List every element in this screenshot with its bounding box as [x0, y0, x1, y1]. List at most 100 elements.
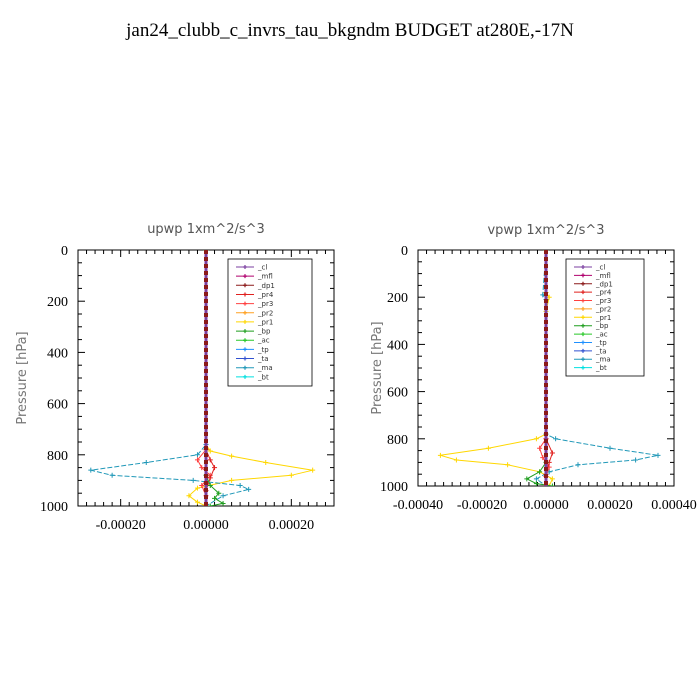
y-tick-label: 800: [47, 449, 68, 464]
vpwp-panel: vpwp 1xm^2/s^3 Pressure [hPa] 0 200 400 600 80…: [370, 223, 697, 513]
series-point: [540, 455, 546, 461]
y-tick-label: 200: [387, 291, 408, 306]
legend-label: _ac: [595, 331, 608, 339]
y-axis-label: Pressure [hPa]: [370, 321, 385, 414]
series-line-pr1: [188, 250, 313, 506]
series-point: [88, 467, 94, 473]
legend-marker: [581, 265, 585, 269]
legend-marker: [243, 283, 247, 288]
series-point: [220, 493, 226, 499]
series-point: [549, 483, 555, 486]
series-point: [437, 452, 443, 458]
legend-label: _bp: [595, 322, 609, 330]
series-point: [533, 476, 539, 482]
legend-label: _pr4: [257, 291, 274, 299]
series-point: [655, 452, 661, 458]
series-line-pr1: [440, 250, 554, 486]
legend-label: _bt: [257, 373, 269, 381]
x-tick-label: -0.00040: [393, 498, 443, 513]
series-point: [199, 465, 205, 471]
y-tick-label: 400: [387, 338, 408, 353]
legend-label: _pr2: [257, 309, 273, 317]
y-tick-label: 1000: [40, 500, 68, 515]
legend-marker: [243, 347, 247, 352]
y-tick-label: 400: [47, 346, 68, 361]
series-point: [505, 462, 511, 468]
legend-marker: [581, 290, 585, 295]
x-tick-label: 0.00000: [523, 498, 569, 513]
legend-marker: [243, 365, 247, 370]
legend-marker: [581, 365, 585, 370]
series-point: [194, 457, 200, 463]
legend-label: _mfl: [257, 273, 273, 281]
series-point: [485, 445, 491, 451]
series-point: [194, 485, 200, 491]
x-tick-label: 0.00000: [183, 518, 229, 533]
y-tick-label: 0: [61, 244, 68, 259]
legend-marker: [243, 338, 247, 343]
series-point: [246, 486, 252, 492]
series-point: [207, 503, 213, 506]
legend-label: _pr4: [595, 289, 612, 297]
series-point: [533, 436, 539, 442]
legend-marker: [243, 356, 247, 361]
series-point: [633, 457, 639, 463]
series-point: [229, 453, 235, 459]
legend-label: _ta: [595, 347, 607, 355]
legend-marker: [581, 306, 585, 311]
legend-marker: [243, 292, 247, 297]
series-point: [212, 465, 218, 471]
series-point: [524, 476, 530, 482]
legend-marker: [581, 348, 585, 353]
series-point: [212, 495, 218, 501]
series-group: [437, 250, 661, 486]
series-point: [207, 448, 213, 454]
series-point: [190, 477, 196, 483]
legend-marker: [243, 274, 247, 279]
legend-label: _ma: [595, 356, 611, 364]
x-tick-label: -0.00020: [457, 498, 507, 513]
series-point: [310, 467, 316, 473]
x-tick-label: 0.00020: [587, 498, 633, 513]
page-title: jan24_clubb_c_invrs_tau_bkgndm BUDGET at…: [126, 20, 574, 41]
y-tick-label: 1000: [380, 480, 408, 495]
legend-marker: [243, 310, 247, 315]
x-tick-label: 0.00020: [269, 518, 315, 533]
legend-label: _pr2: [595, 305, 611, 313]
legend-label: _ma: [257, 364, 273, 372]
legend-marker: [243, 319, 247, 324]
series-point: [207, 475, 213, 481]
legend-label: _pr3: [257, 300, 273, 308]
series-point: [537, 469, 543, 475]
series-point: [537, 445, 543, 451]
legend-label: _bp: [257, 328, 271, 336]
legend-label: _pr1: [257, 318, 273, 326]
series-point: [237, 483, 243, 489]
y-tick-label: 800: [387, 433, 408, 448]
legend-label: _dp1: [257, 282, 275, 290]
legend-marker: [581, 332, 585, 337]
series-line-ma: [90, 250, 251, 506]
legend-label: _ac: [257, 337, 270, 345]
series-point: [216, 490, 222, 496]
legend-marker: [581, 315, 585, 320]
series-point: [553, 436, 559, 442]
legend-marker: [581, 323, 585, 328]
legend-marker: [581, 340, 585, 345]
legend-marker: [581, 281, 585, 286]
series-point: [229, 477, 235, 483]
legend: _cl_mfl_dp1_pr4_pr3_pr2_pr1_bp_ac_tp_ta_…: [227, 258, 313, 387]
legend-label: _bt: [595, 364, 607, 372]
y-tick-label: 600: [47, 398, 68, 413]
legend-marker: [243, 301, 247, 306]
y-axis-label: Pressure [hPa]: [15, 331, 30, 424]
legend-marker: [581, 298, 585, 303]
x-tick-label: -0.00020: [96, 518, 146, 533]
legend-label: _cl: [257, 264, 267, 272]
series-point: [533, 481, 539, 486]
legend-marker: [581, 357, 585, 362]
legend-marker: [243, 265, 247, 269]
legend-label: _cl: [595, 264, 605, 272]
y-tick-label: 0: [401, 244, 408, 259]
